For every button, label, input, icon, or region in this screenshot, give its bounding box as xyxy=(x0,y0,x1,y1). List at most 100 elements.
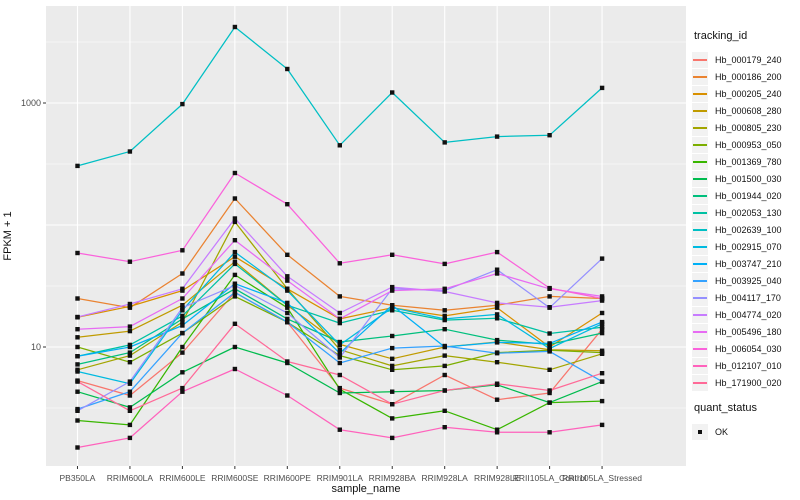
data-point xyxy=(75,354,80,359)
data-point xyxy=(599,85,605,91)
data-point xyxy=(337,261,342,266)
data-point xyxy=(599,319,605,325)
legend-item-Hb_000608_280: Hb_000608_280 xyxy=(692,102,798,119)
data-point xyxy=(127,259,133,264)
data-point xyxy=(180,319,185,325)
legend-item-Hb_000186_200: Hb_000186_200 xyxy=(692,68,798,85)
legend-item-Hb_000205_240: Hb_000205_240 xyxy=(692,85,798,102)
data-point xyxy=(547,331,552,336)
data-point xyxy=(494,427,500,432)
data-point xyxy=(390,435,395,441)
data-point xyxy=(494,134,500,139)
data-point xyxy=(75,327,80,332)
data-point xyxy=(127,435,133,441)
data-point xyxy=(75,389,80,394)
data-point xyxy=(390,303,395,308)
data-point xyxy=(180,303,185,308)
data-point xyxy=(390,402,395,407)
legend-key xyxy=(692,136,708,153)
data-point xyxy=(547,133,552,138)
series-color-line-icon xyxy=(693,143,707,146)
data-point xyxy=(390,363,395,369)
data-point xyxy=(285,310,290,316)
data-point xyxy=(232,238,238,243)
legend-item-label: Hb_003925_040 xyxy=(715,275,782,286)
series-color-line-icon xyxy=(693,177,707,180)
legend-item-Hb_012107_010: Hb_012107_010 xyxy=(692,357,798,374)
data-point xyxy=(390,345,395,351)
data-point xyxy=(390,252,395,257)
legend-item-label: Hb_000179_240 xyxy=(715,54,782,65)
data-point xyxy=(285,316,290,322)
data-point xyxy=(494,312,500,317)
data-point xyxy=(75,344,80,350)
legend-key xyxy=(692,340,708,357)
data-point xyxy=(75,445,80,450)
data-point xyxy=(127,301,133,307)
data-point xyxy=(547,294,552,299)
data-point xyxy=(494,397,500,402)
data-point xyxy=(180,370,185,375)
data-point xyxy=(127,405,133,410)
data-point xyxy=(547,430,552,435)
data-point xyxy=(547,346,552,351)
data-point xyxy=(180,305,185,310)
data-point xyxy=(337,316,342,322)
data-point xyxy=(494,300,500,306)
data-point xyxy=(337,143,342,148)
data-point xyxy=(442,286,447,291)
legend-item-Hb_001369_780: Hb_001369_780 xyxy=(692,153,798,170)
data-point xyxy=(494,303,500,308)
data-point xyxy=(390,288,395,293)
data-point xyxy=(547,388,552,393)
legend-key xyxy=(692,374,708,391)
data-point xyxy=(599,310,605,316)
legend-item-Hb_000179_240: Hb_000179_240 xyxy=(692,51,798,68)
series-color-line-icon xyxy=(693,296,707,299)
legend-key xyxy=(692,221,708,238)
data-point xyxy=(547,341,552,346)
data-point xyxy=(599,330,605,336)
legend-item-Hb_171900_020: Hb_171900_020 xyxy=(692,374,798,391)
series-color-line-icon xyxy=(693,211,707,214)
legend-key xyxy=(692,170,708,187)
data-point xyxy=(232,216,238,221)
legend-item-label: Hb_006054_030 xyxy=(715,343,782,354)
data-point xyxy=(180,350,185,355)
data-point xyxy=(180,323,185,328)
legend-key xyxy=(692,238,708,255)
legend-item-label: Hb_003747_210 xyxy=(715,258,782,269)
series-color-line-icon xyxy=(693,109,707,112)
x-tick-label: RRIM928LA xyxy=(422,473,469,483)
legend-tracking-items: Hb_000179_240 Hb_000186_200 Hb_000205_240 H… xyxy=(692,51,798,391)
data-point xyxy=(285,288,290,293)
data-point xyxy=(390,333,395,339)
data-point xyxy=(285,300,290,306)
data-point xyxy=(285,274,290,279)
data-point xyxy=(547,367,552,372)
data-point xyxy=(285,359,290,364)
data-point xyxy=(285,278,290,283)
data-point xyxy=(337,310,342,316)
data-point xyxy=(390,305,395,310)
legend-key xyxy=(692,187,708,204)
data-point xyxy=(232,24,238,30)
data-point xyxy=(232,283,238,288)
data-point xyxy=(127,393,133,398)
y-axis-title: FPKM + 1 xyxy=(2,211,14,261)
series-color-line-icon xyxy=(693,194,707,197)
data-point xyxy=(442,308,447,313)
data-point xyxy=(442,425,447,430)
x-tick-label: RRIM928LE xyxy=(474,473,521,483)
data-point xyxy=(494,337,500,343)
data-point xyxy=(494,316,500,321)
data-point xyxy=(337,347,342,352)
data-point xyxy=(232,219,238,225)
data-point xyxy=(75,379,80,384)
data-point xyxy=(494,271,500,276)
data-point xyxy=(75,362,80,367)
data-point xyxy=(337,427,342,432)
legend-item-label: Hb_000205_240 xyxy=(715,88,782,99)
data-point xyxy=(599,325,605,330)
